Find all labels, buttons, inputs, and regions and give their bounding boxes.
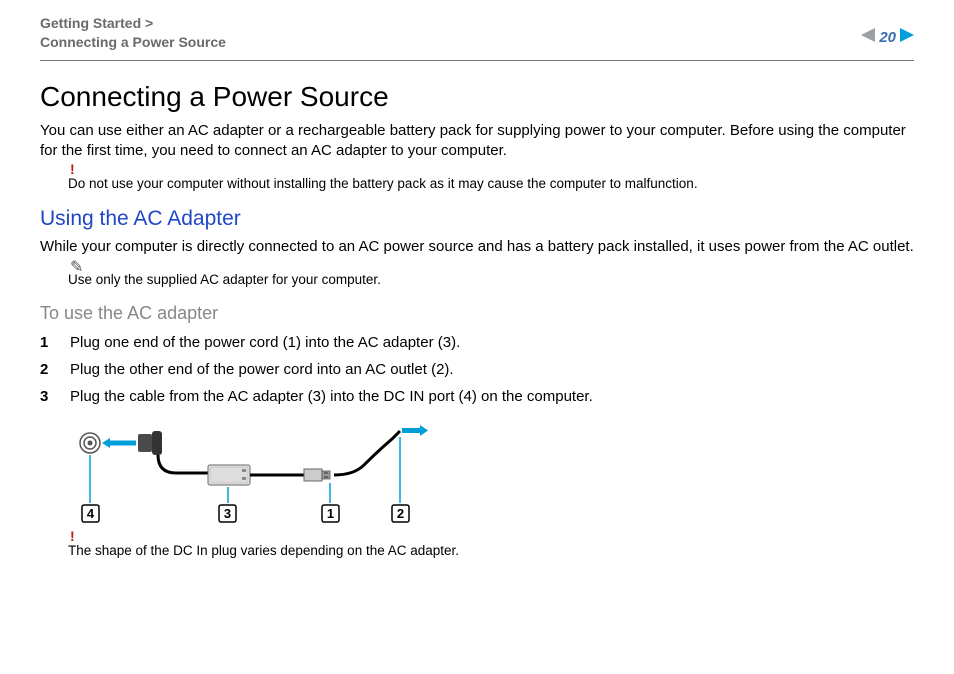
prev-page-icon[interactable] <box>861 28 875 47</box>
step-number: 3 <box>40 386 64 407</box>
warning-icon: ! <box>70 161 75 177</box>
note-1: ✎ Use only the supplied AC adapter for y… <box>68 271 914 289</box>
cable-1-icon <box>158 455 208 473</box>
step-text: Plug the other end of the power cord int… <box>70 359 454 380</box>
step-text: Plug the cable from the AC adapter (3) i… <box>70 386 593 407</box>
content: Connecting a Power Source You can use ei… <box>0 61 954 593</box>
step-text: Plug one end of the power cord (1) into … <box>70 332 460 353</box>
cord-connector-icon <box>304 469 330 481</box>
header: Getting Started > Connecting a Power Sou… <box>0 0 954 60</box>
step-number: 1 <box>40 332 64 353</box>
subheading: Using the AC Adapter <box>40 207 914 231</box>
breadcrumb-line-1: Getting Started > <box>40 14 226 33</box>
warning-text: The shape of the DC In plug varies depen… <box>68 542 914 560</box>
dc-in-port-icon <box>80 433 100 453</box>
next-page-icon[interactable] <box>900 28 914 47</box>
svg-text:2: 2 <box>397 506 404 521</box>
arrow-to-outlet-icon <box>402 425 428 436</box>
task-heading: To use the AC adapter <box>40 303 914 324</box>
breadcrumb: Getting Started > Connecting a Power Sou… <box>40 14 226 52</box>
warning-text: Do not use your computer without install… <box>68 175 914 193</box>
step-item: 2 Plug the other end of the power cord in… <box>40 359 914 380</box>
intro-text: You can use either an AC adapter or a re… <box>40 121 914 162</box>
breadcrumb-line-2: Connecting a Power Source <box>40 33 226 52</box>
page-title: Connecting a Power Source <box>40 81 914 113</box>
step-item: 1 Plug one end of the power cord (1) into… <box>40 332 914 353</box>
svg-text:4: 4 <box>87 506 95 521</box>
warning-icon: ! <box>70 528 75 544</box>
label-box-1: 1 <box>322 505 339 522</box>
step-number: 2 <box>40 359 64 380</box>
svg-text:3: 3 <box>224 506 231 521</box>
pencil-icon: ✎ <box>70 257 83 277</box>
ac-adapter-icon <box>208 465 250 485</box>
page-nav: 20 <box>861 14 914 47</box>
sub-intro-text: While your computer is directly connecte… <box>40 237 914 257</box>
page-number: 20 <box>879 29 896 46</box>
cable-3-icon <box>334 431 400 475</box>
label-box-2: 2 <box>392 505 409 522</box>
svg-text:1: 1 <box>327 506 334 521</box>
arrow-to-port-icon <box>102 438 136 448</box>
adapter-diagram: 4 3 1 2 <box>68 421 914 536</box>
warning-2: ! The shape of the DC In plug varies dep… <box>68 542 914 560</box>
note-text: Use only the supplied AC adapter for you… <box>68 271 914 289</box>
label-box-3: 3 <box>219 505 236 522</box>
label-box-4: 4 <box>82 505 99 522</box>
dc-plug-icon <box>138 431 162 455</box>
step-item: 3 Plug the cable from the AC adapter (3) … <box>40 386 914 407</box>
warning-1: ! Do not use your computer without insta… <box>68 175 914 193</box>
steps-list: 1 Plug one end of the power cord (1) into… <box>40 332 914 407</box>
